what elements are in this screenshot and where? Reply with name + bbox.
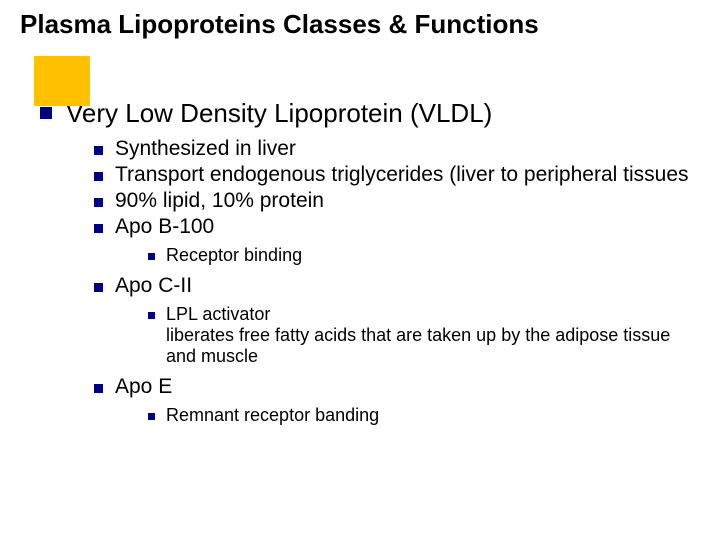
square-bullet-icon: [94, 224, 103, 233]
list-item-text: Remnant receptor banding: [166, 405, 379, 426]
list-item: 90% lipid, 10% protein: [94, 189, 700, 213]
list-item: Receptor binding: [148, 245, 700, 266]
list-item-text: 90% lipid, 10% protein: [115, 189, 324, 213]
list-item-text: Apo C-II: [115, 274, 192, 298]
bullet-heading: Very Low Density Lipoprotein (VLDL): [40, 98, 700, 129]
square-bullet-icon: [148, 413, 155, 420]
list-item: Synthesized in liver: [94, 137, 700, 161]
slide: Plasma Lipoproteins Classes & Functions …: [0, 0, 720, 540]
list-item-text: Apo E: [115, 375, 172, 399]
heading-text: Very Low Density Lipoprotein (VLDL): [66, 98, 492, 129]
list-item: LPL activator: [148, 304, 700, 325]
list-item-text: Synthesized in liver: [115, 137, 296, 161]
square-bullet-icon: [94, 384, 103, 393]
list-item-text: LPL activator: [166, 304, 270, 325]
square-bullet-icon: [40, 107, 52, 119]
list-item: liberates free fatty acids that are take…: [148, 325, 700, 367]
list-item: Remnant receptor banding: [148, 405, 700, 426]
list-item-text: Receptor binding: [166, 245, 302, 266]
square-bullet-icon: [148, 312, 155, 319]
square-bullet-icon: [94, 146, 103, 155]
list-item-text: Transport endogenous triglycerides (live…: [115, 163, 689, 187]
list-item: Apo C-II: [94, 274, 700, 298]
slide-title: Plasma Lipoproteins Classes & Functions: [20, 10, 700, 40]
square-bullet-icon: [148, 253, 155, 260]
list-item: Apo B-100: [94, 215, 700, 239]
list-item: Transport endogenous triglycerides (live…: [94, 163, 700, 187]
square-bullet-icon: [94, 198, 103, 207]
bullet-spacer: [148, 325, 155, 332]
list-item: Apo E: [94, 375, 700, 399]
square-bullet-icon: [94, 283, 103, 292]
list-item-text: liberates free fatty acids that are take…: [166, 325, 700, 367]
list-item-text: Apo B-100: [115, 215, 214, 239]
accent-block: [34, 56, 90, 106]
square-bullet-icon: [94, 172, 103, 181]
